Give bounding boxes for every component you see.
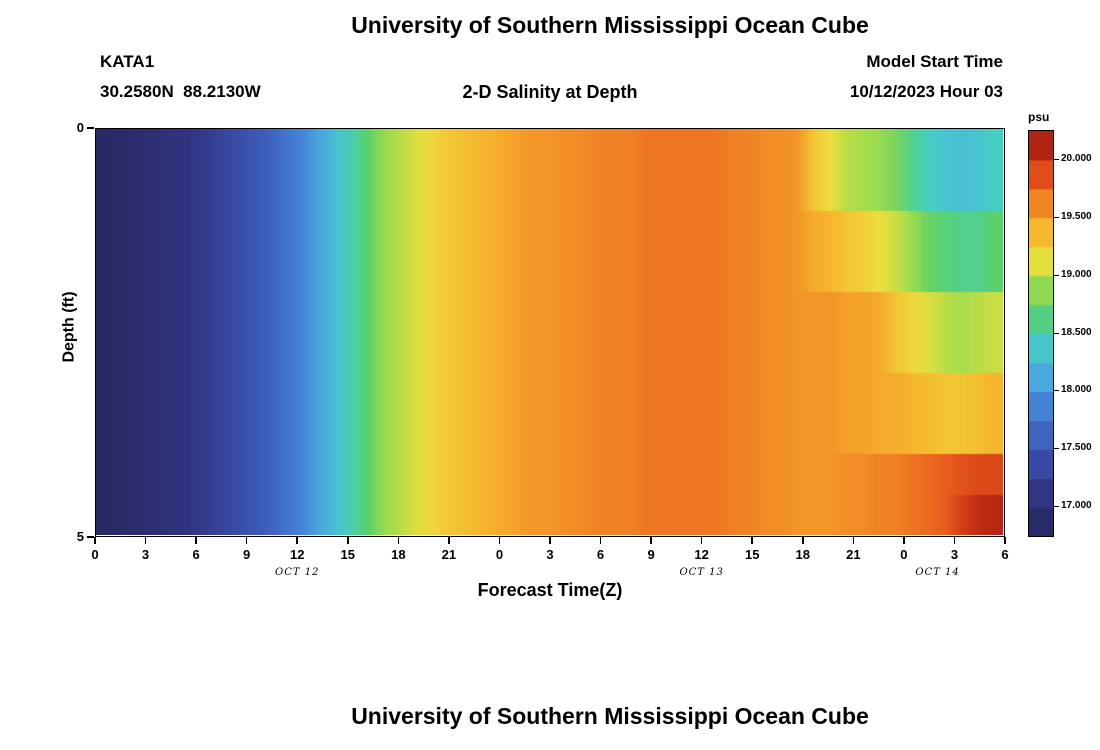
- x-tick-label: 3: [141, 547, 150, 562]
- x-tick-mark: [953, 537, 956, 544]
- x-tick-mark: [397, 537, 400, 544]
- y-axis-label: Depth (ft): [60, 291, 78, 363]
- colorbar-tick-label: 17.500: [1061, 442, 1092, 454]
- station-id: KATA1: [100, 52, 155, 71]
- station-coordinates: 30.2580N 88.2130W: [100, 82, 261, 101]
- x-tick-label: 0: [900, 547, 908, 562]
- x-tick-mark: [549, 537, 551, 544]
- x-tick-mark: [650, 537, 652, 544]
- x-tick-label: 0: [91, 547, 99, 562]
- x-tick-mark: [448, 537, 450, 544]
- page-title: University of Southern Mississippi Ocean…: [351, 12, 869, 38]
- x-tick-mark: [751, 537, 753, 544]
- x-tick-mark: [903, 537, 905, 544]
- x-tick-mark: [802, 537, 804, 544]
- colorbar-tick-label: 19.000: [1061, 268, 1092, 280]
- x-tick-mark: [852, 537, 855, 544]
- heatmap-canvas: [96, 129, 1003, 535]
- x-tick-label: 9: [243, 547, 251, 562]
- colorbar-tick-label: 18.000: [1061, 384, 1092, 396]
- plot-title: 2-D Salinity at Depth: [462, 82, 638, 102]
- x-tick-label: 9: [647, 547, 655, 562]
- x-tick-mark: [296, 537, 298, 544]
- model-start-time-value: 10/12/2023 Hour 03: [849, 82, 1003, 101]
- second-chart-title: University of Southern Mississippi Ocean…: [351, 703, 869, 729]
- colorbar-tick-mark: [1054, 448, 1059, 450]
- x-tick-mark: [498, 537, 501, 544]
- x-axis-label: Forecast Time(Z): [477, 580, 623, 600]
- x-tick-mark: [94, 537, 96, 544]
- colorbar-canvas: [1029, 131, 1053, 536]
- x-tick-mark: [144, 537, 147, 544]
- x-tick-mark: [700, 537, 703, 544]
- x-tick-label: 21: [441, 547, 457, 562]
- x-tick-label: 6: [192, 547, 200, 562]
- x-tick-mark: [1004, 537, 1006, 544]
- x-tick-mark: [195, 537, 197, 544]
- x-tick-mark: [599, 537, 602, 544]
- colorbar-unit-label: psu: [1028, 110, 1050, 124]
- x-tick-label: 18: [795, 547, 810, 562]
- x-tick-label: 18: [391, 547, 406, 562]
- x-tick-label: 21: [846, 547, 861, 562]
- x-tick-label: 15: [340, 547, 355, 562]
- colorbar-tick-mark: [1054, 274, 1059, 276]
- colorbar-tick-label: 18.500: [1061, 326, 1092, 338]
- colorbar-tick-mark: [1054, 390, 1059, 392]
- x-tick-label: 12: [289, 547, 305, 562]
- x-tick-label: 15: [744, 547, 760, 562]
- y-tick-mark: [87, 536, 94, 538]
- colorbar-tick-mark: [1054, 332, 1059, 334]
- x-tick-label: 0: [495, 547, 504, 562]
- x-tick-mark: [245, 537, 248, 544]
- x-axis-date-label: OCT 13: [679, 567, 724, 578]
- x-axis-date-label: OCT 14: [915, 567, 960, 578]
- colorbar-tick-mark: [1054, 506, 1059, 508]
- x-axis-date-label: OCT 12: [275, 567, 320, 578]
- x-tick-label: 3: [546, 547, 554, 562]
- y-tick-label: 0: [76, 120, 84, 135]
- x-tick-label: 6: [596, 547, 605, 562]
- colorbar-tick-mark: [1054, 216, 1059, 218]
- model-start-time-label: Model Start Time: [866, 52, 1003, 71]
- colorbar-tick-mark: [1054, 158, 1059, 160]
- colorbar: [1028, 130, 1054, 537]
- y-tick-mark: [87, 127, 94, 129]
- salinity-heatmap: [95, 128, 1005, 537]
- x-tick-mark: [347, 537, 349, 544]
- x-tick-label: 6: [1001, 547, 1009, 562]
- colorbar-tick-label: 19.500: [1061, 210, 1092, 222]
- x-tick-label: 3: [950, 547, 959, 562]
- colorbar-tick-label: 17.000: [1061, 500, 1092, 512]
- colorbar-tick-label: 20.000: [1061, 152, 1092, 164]
- x-tick-label: 12: [694, 547, 709, 562]
- y-tick-label: 5: [76, 529, 84, 544]
